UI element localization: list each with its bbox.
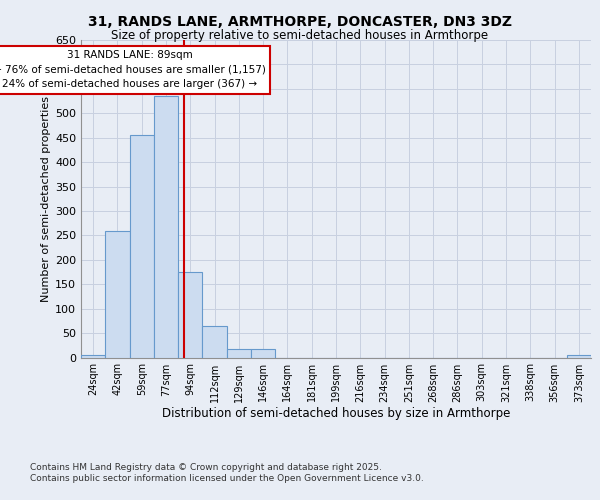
Bar: [251, 349, 275, 358]
Y-axis label: Number of semi-detached properties: Number of semi-detached properties: [41, 96, 51, 302]
Bar: [227, 349, 251, 358]
Text: 31 RANDS LANE: 89sqm
← 76% of semi-detached houses are smaller (1,157)
24% of se: 31 RANDS LANE: 89sqm ← 76% of semi-detac…: [0, 50, 266, 90]
Bar: [154, 96, 178, 357]
Bar: [105, 230, 130, 358]
Text: Contains HM Land Registry data © Crown copyright and database right 2025.: Contains HM Land Registry data © Crown c…: [30, 462, 382, 471]
Text: 31, RANDS LANE, ARMTHORPE, DONCASTER, DN3 3DZ: 31, RANDS LANE, ARMTHORPE, DONCASTER, DN…: [88, 15, 512, 29]
Bar: [130, 135, 154, 358]
Bar: [81, 355, 105, 358]
Text: Contains public sector information licensed under the Open Government Licence v3: Contains public sector information licen…: [30, 474, 424, 483]
Bar: [202, 326, 227, 358]
Text: Distribution of semi-detached houses by size in Armthorpe: Distribution of semi-detached houses by …: [162, 408, 510, 420]
Bar: [567, 355, 591, 358]
Text: Size of property relative to semi-detached houses in Armthorpe: Size of property relative to semi-detach…: [112, 28, 488, 42]
Bar: [178, 272, 202, 358]
